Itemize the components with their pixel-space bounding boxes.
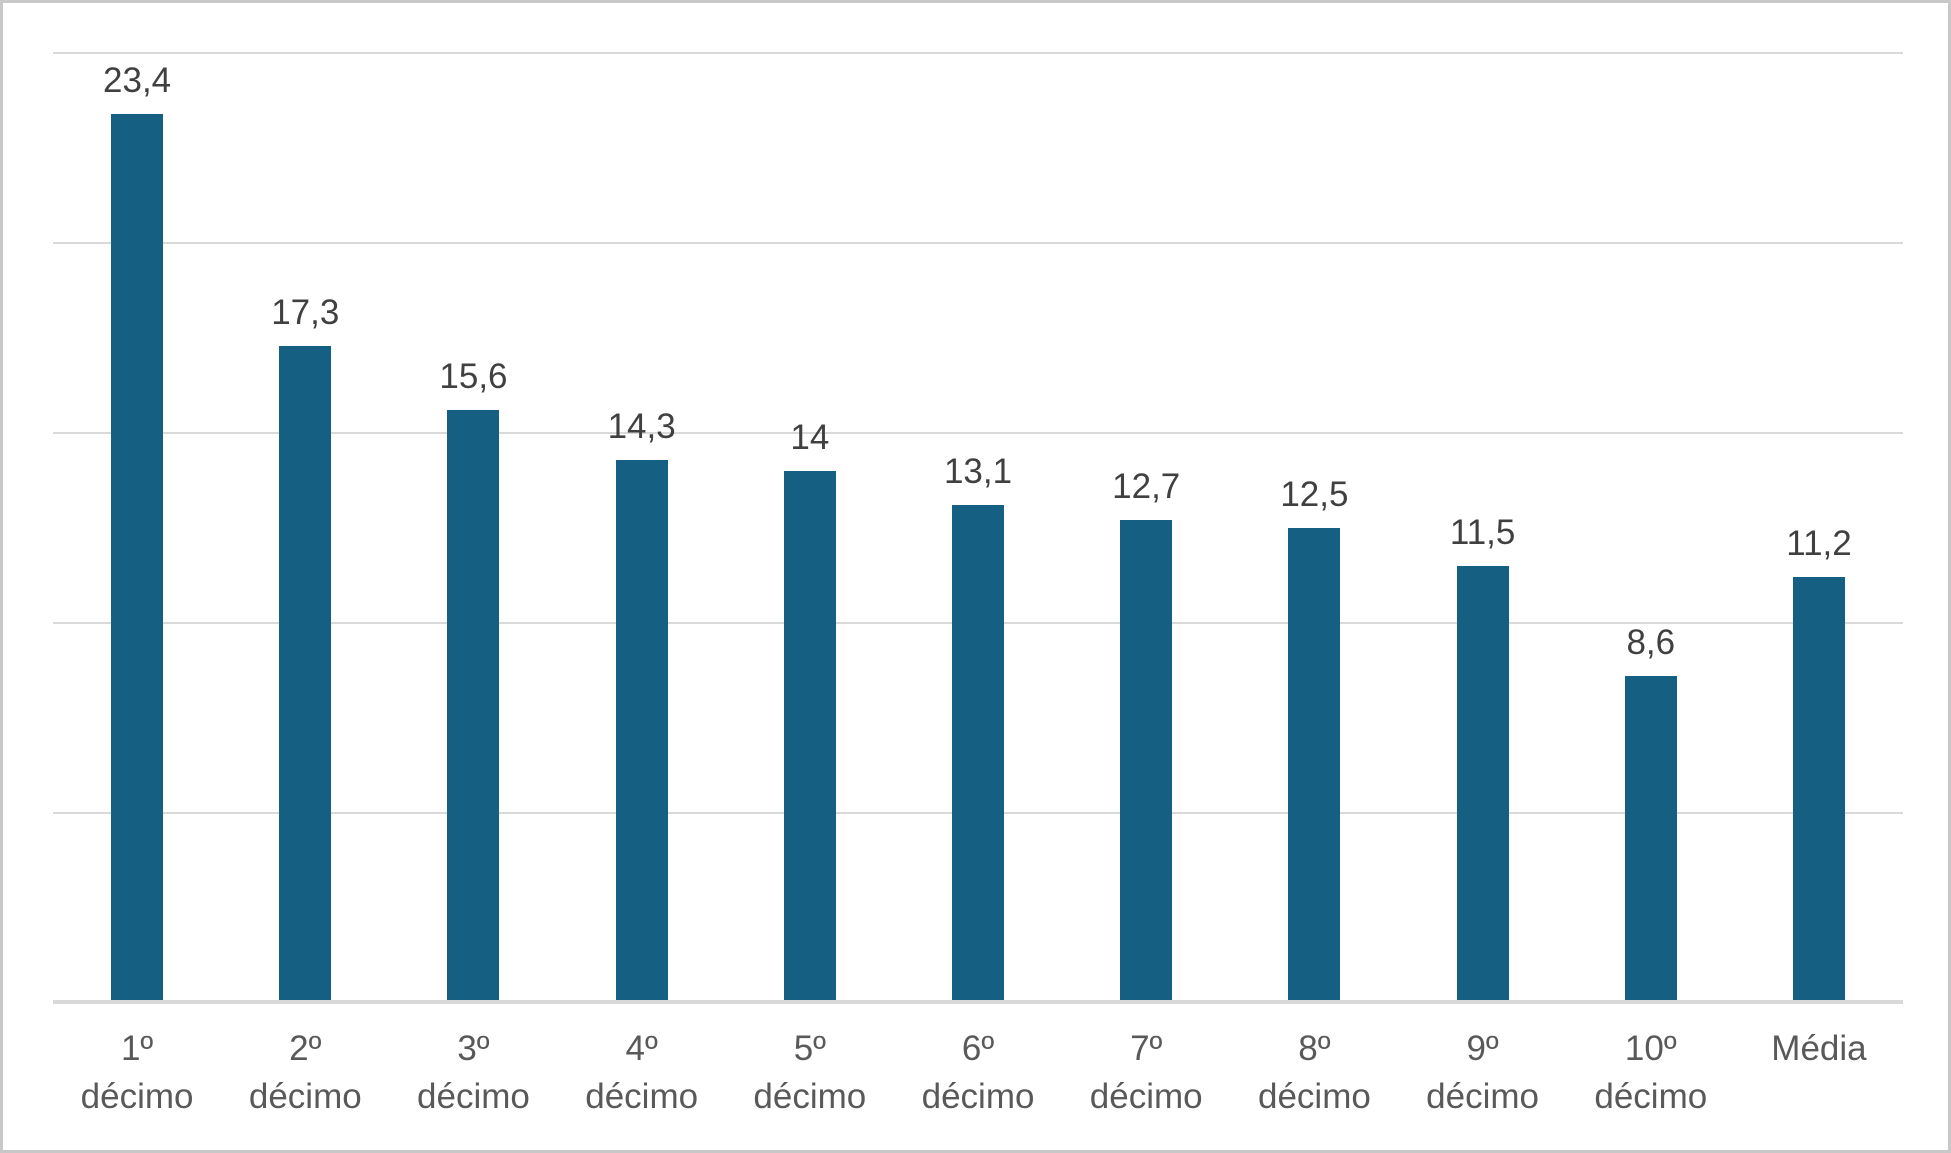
x-tick-label-line: décimo [921,1077,1035,1116]
x-tick-label-line: 10º [1624,1029,1677,1068]
x-tick-label-line: 6º [961,1029,995,1068]
data-label: 15,6 [439,357,508,397]
chart-column: 15,6 [389,53,557,1003]
bar [1120,520,1173,1003]
x-tick-label: 3º décimo [389,1025,557,1121]
x-tick-label: 2º décimo [221,1025,389,1121]
bar [1288,528,1341,1003]
x-tick-label-line: décimo [417,1077,530,1116]
x-tick-label-line: 3º [457,1029,490,1068]
data-label: 11,2 [1786,524,1852,564]
bar [1624,676,1677,1003]
x-tick-label-line: 8º [1298,1029,1331,1068]
chart-column: 17,3 [221,53,389,1003]
data-label: 14 [790,418,830,457]
data-label: 12,5 [1280,475,1349,514]
x-tick-label: 6º décimo [894,1025,1062,1121]
data-label: 14,3 [607,406,676,446]
chart-column: 14 [726,53,894,1003]
chart-column: 14,3 [558,53,726,1003]
x-tick-label: 8º décimo [1230,1025,1398,1121]
x-tick-label-line: décimo [1426,1077,1539,1116]
chart-column: 13,1 [894,53,1062,1003]
x-tick-label-line: 4º [625,1029,658,1068]
x-tick-label-line: décimo [753,1077,867,1116]
gridline [53,432,1903,434]
bar [279,345,332,1003]
x-tick-label: 4º décimo [558,1025,726,1121]
x-tick-label-line: décimo [1594,1077,1708,1116]
x-tick-label: Média [1735,1025,1903,1121]
x-tick-label-line: décimo [585,1077,699,1116]
x-tick-label-line: 1º [120,1029,154,1068]
x-tick-label: 5º décimo [726,1025,894,1121]
x-tick-label: 7º décimo [1062,1025,1230,1121]
bar [615,459,668,1003]
x-axis-tick-labels: 1º décimo 2º décimo 3º décimo 4º décimo 5º décimo… [53,1025,1903,1121]
x-axis-line [53,1000,1903,1004]
x-tick-label-line: 9º [1466,1029,1499,1068]
bar [783,471,836,1003]
x-tick-label-line: 5º [793,1029,826,1068]
chart-column: 11,5 [1399,53,1567,1003]
chart-column: 12,5 [1230,53,1398,1003]
gridline [53,52,1903,54]
data-label: 11,5 [1449,513,1516,552]
data-label: 12,7 [1112,467,1181,507]
x-tick-label: 1º décimo [53,1025,221,1121]
x-tick-label: 9º décimo [1399,1025,1567,1121]
bar [952,505,1005,1003]
bar [447,410,500,1003]
bar-columns: 23,4 17,3 15,6 14,3 14 13,1 12,7 12,5 11,5 8,6 11,… [53,53,1903,1003]
chart-column: 12,7 [1062,53,1230,1003]
bar [1792,577,1845,1003]
chart-column: 8,6 [1567,53,1735,1003]
x-tick-label: 10º décimo [1567,1025,1735,1121]
x-tick-label-line: Média [1771,1029,1867,1068]
chart-column: 11,2 [1735,53,1903,1003]
bar [1456,566,1509,1003]
data-label: 17,3 [271,292,340,332]
x-tick-label-line: 7º [1130,1029,1163,1068]
gridline [53,242,1903,244]
x-tick-label-line: décimo [248,1077,362,1116]
x-tick-label-line: décimo [1257,1077,1371,1116]
x-tick-label-line: 2º [289,1029,322,1068]
plot-area: 23,4 17,3 15,6 14,3 14 13,1 12,7 12,5 11,5 8,6 11,… [53,52,1903,1003]
data-label: 13,1 [943,452,1013,492]
bar [111,113,164,1003]
x-tick-label-line: décimo [1089,1077,1203,1116]
data-label: 23,4 [103,60,172,100]
x-tick-label-line: décimo [80,1077,194,1116]
data-label: 8,6 [1626,623,1676,663]
chart-column: 23,4 [53,53,221,1003]
